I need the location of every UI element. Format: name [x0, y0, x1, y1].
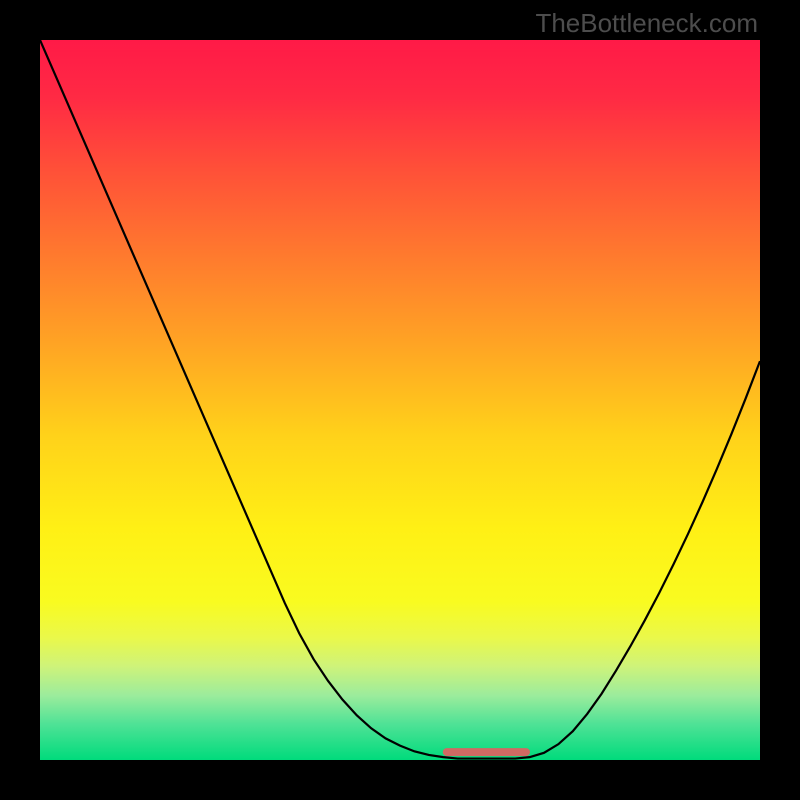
watermark-text: TheBottleneck.com — [535, 8, 758, 39]
plot-area — [40, 40, 760, 760]
chart-frame: TheBottleneck.com — [0, 0, 800, 800]
bottleneck-curve — [40, 40, 760, 760]
